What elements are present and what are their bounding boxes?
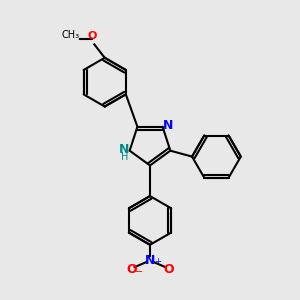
Text: CH₃: CH₃ bbox=[61, 30, 80, 40]
Text: N: N bbox=[145, 254, 155, 267]
Text: N: N bbox=[119, 143, 130, 156]
Text: O: O bbox=[163, 263, 174, 276]
Text: O: O bbox=[126, 263, 137, 276]
Text: +: + bbox=[154, 257, 161, 266]
Text: O: O bbox=[88, 32, 97, 41]
Text: H: H bbox=[121, 152, 128, 162]
Text: −: − bbox=[135, 267, 143, 277]
Text: N: N bbox=[163, 119, 173, 132]
